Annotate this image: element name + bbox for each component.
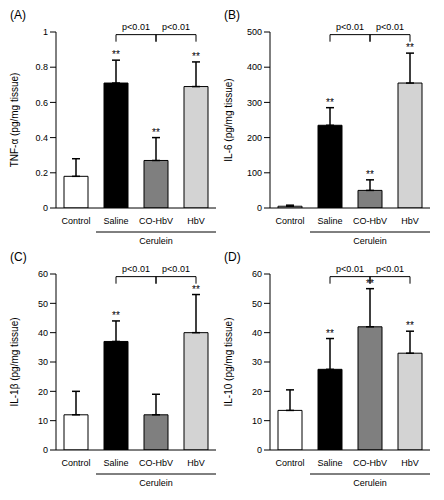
- svg-text:**: **: [112, 49, 120, 60]
- svg-text:**: **: [366, 278, 374, 289]
- svg-text:Cerulein: Cerulein: [139, 478, 173, 488]
- svg-text:**: **: [112, 310, 120, 321]
- html-text:(D): (D): [224, 250, 241, 264]
- svg-text:HbV: HbV: [187, 458, 205, 468]
- svg-text:Control: Control: [61, 458, 90, 468]
- svg-text:300: 300: [247, 98, 262, 108]
- svg-text:30: 30: [252, 357, 262, 367]
- svg-text:Cerulein: Cerulein: [139, 236, 173, 246]
- svg-text:0.2: 0.2: [35, 168, 48, 178]
- svg-text:CO-HbV: CO-HbV: [139, 216, 173, 226]
- svg-text:Control: Control: [61, 216, 90, 226]
- svg-text:40: 40: [252, 328, 262, 338]
- svg-text:**: **: [366, 169, 374, 180]
- svg-text:**: **: [406, 42, 414, 53]
- svg-text:10: 10: [252, 416, 262, 426]
- svg-text:CO-HbV: CO-HbV: [353, 458, 387, 468]
- svg-text:60: 60: [38, 269, 48, 279]
- svg-text:0.6: 0.6: [35, 98, 48, 108]
- svg-text:Saline: Saline: [317, 216, 342, 226]
- svg-text:**: **: [326, 328, 334, 339]
- svg-text:0.8: 0.8: [35, 62, 48, 72]
- svg-text:100: 100: [247, 168, 262, 178]
- svg-text:p<0.01: p<0.01: [162, 22, 190, 32]
- svg-text:HbV: HbV: [401, 458, 419, 468]
- svg-text:0: 0: [43, 445, 48, 455]
- svg-text:1: 1: [43, 27, 48, 37]
- svg-text:**: **: [152, 127, 160, 138]
- svg-text:Saline: Saline: [317, 458, 342, 468]
- svg-text:HbV: HbV: [187, 216, 205, 226]
- svg-text:50: 50: [252, 299, 262, 309]
- svg-text:Control: Control: [275, 458, 304, 468]
- svg-text:20: 20: [38, 387, 48, 397]
- svg-text:10: 10: [38, 416, 48, 426]
- html-text:(C): (C): [10, 250, 27, 264]
- svg-text:p<0.01: p<0.01: [376, 264, 404, 274]
- svg-text:40: 40: [38, 328, 48, 338]
- svg-text:60: 60: [252, 269, 262, 279]
- html-text:(A): (A): [10, 8, 26, 22]
- svg-text:0.4: 0.4: [35, 133, 48, 143]
- svg-text:0: 0: [257, 445, 262, 455]
- svg-text:**: **: [406, 320, 414, 331]
- svg-text:HbV: HbV: [401, 216, 419, 226]
- svg-text:CO-HbV: CO-HbV: [139, 458, 173, 468]
- svg-text:50: 50: [38, 299, 48, 309]
- svg-text:200: 200: [247, 133, 262, 143]
- svg-text:TNF-α (pg/mg tissue): TNF-α (pg/mg tissue): [9, 73, 20, 168]
- svg-text:400: 400: [247, 62, 262, 72]
- svg-text:500: 500: [247, 27, 262, 37]
- svg-text:p<0.01: p<0.01: [162, 264, 190, 274]
- svg-text:p<0.01: p<0.01: [376, 22, 404, 32]
- svg-text:**: **: [192, 51, 200, 62]
- svg-text:0: 0: [257, 203, 262, 213]
- svg-text:Cerulein: Cerulein: [353, 478, 387, 488]
- svg-text:0: 0: [43, 203, 48, 213]
- svg-text:IL-6 (pg/mg tissue): IL-6 (pg/mg tissue): [223, 78, 234, 161]
- svg-text:Saline: Saline: [103, 458, 128, 468]
- svg-text:p<0.01: p<0.01: [336, 22, 364, 32]
- svg-text:**: **: [192, 284, 200, 295]
- svg-text:Control: Control: [275, 216, 304, 226]
- svg-text:30: 30: [38, 357, 48, 367]
- svg-text:20: 20: [252, 387, 262, 397]
- svg-text:p<0.01: p<0.01: [122, 264, 150, 274]
- svg-text:p<0.01: p<0.01: [336, 264, 364, 274]
- svg-text:IL-10 (pg/mg tissue): IL-10 (pg/mg tissue): [223, 318, 234, 407]
- svg-text:CO-HbV: CO-HbV: [353, 216, 387, 226]
- svg-text:Saline: Saline: [103, 216, 128, 226]
- html-text:(B): (B): [224, 8, 240, 22]
- svg-text:IL-1β (pg/mg tissue): IL-1β (pg/mg tissue): [9, 317, 20, 406]
- svg-text:**: **: [326, 97, 334, 108]
- svg-text:p<0.01: p<0.01: [122, 22, 150, 32]
- svg-text:Cerulein: Cerulein: [353, 236, 387, 246]
